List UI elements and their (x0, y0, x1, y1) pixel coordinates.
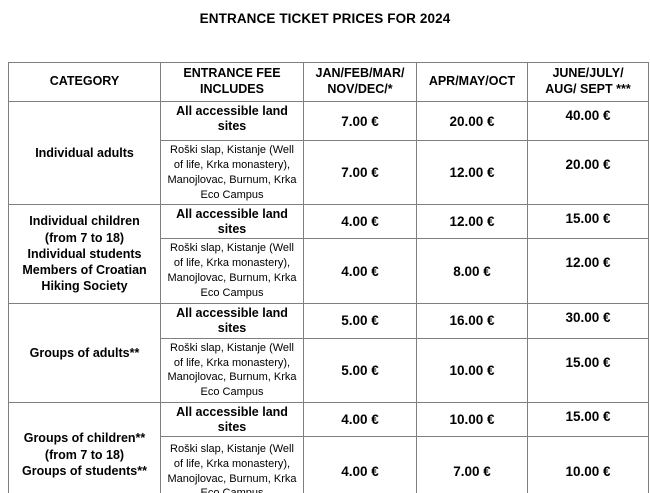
page-title: ENTRANCE TICKET PRICES FOR 2024 (199, 11, 451, 26)
table-row: Groups of children** (from 7 to 18) Grou… (8, 402, 649, 493)
price-cell: 4.00 € (303, 204, 417, 240)
column-header-mid-season: APR/MAY/OCT (416, 62, 528, 102)
price-cell: 10.00 € (416, 402, 528, 438)
price-cell: 4.00 € (303, 402, 417, 438)
table-row: Roški slap, Kistanje (Well of life, Krka… (9, 238, 649, 304)
table-row: Roški slap, Kistanje (Well of life, Krka… (9, 337, 649, 404)
price-cell: 8.00 € (416, 238, 528, 304)
price-cell: 15.00 € (527, 337, 649, 404)
price-cell: 7.00 € (303, 101, 417, 141)
includes-cell: Roški slap, Kistanje (Well of life, Krka… (160, 337, 304, 404)
price-cell: 10.00 € (527, 436, 649, 493)
category-cell: Groups of children** (from 7 to 18) Grou… (8, 402, 161, 493)
includes-cell: All accessible land sites (160, 204, 304, 240)
includes-cell: Roški slap, Kistanje (Well of life, Krka… (160, 238, 304, 304)
category-cell: Groups of adults** (8, 302, 161, 404)
includes-cell: All accessible land sites (160, 101, 304, 141)
price-cell: 15.00 € (527, 204, 649, 240)
price-cell: 12.00 € (416, 204, 528, 240)
column-header-low-season: JAN/FEB/MAR/ NOV/DEC/* (303, 62, 417, 102)
price-cell: 20.00 € (527, 139, 649, 206)
table-row: Roški slap, Kistanje (Well of life, Krka… (9, 139, 649, 206)
includes-cell: Roški slap, Kistanje (Well of life, Krka… (160, 436, 304, 493)
includes-cell: All accessible land sites (160, 402, 304, 438)
price-cell: 12.00 € (416, 139, 528, 206)
category-cell: Individual children (from 7 to 18) Indiv… (8, 204, 161, 304)
table-row: Groups of adults** All accessible land s… (8, 302, 649, 404)
includes-cell: Roški slap, Kistanje (Well of life, Krka… (160, 139, 304, 206)
column-header-includes: ENTRANCE FEE INCLUDES (160, 62, 304, 102)
price-cell: 7.00 € (303, 139, 417, 206)
header-row: CATEGORY ENTRANCE FEE INCLUDES JAN/FEB/M… (8, 62, 649, 102)
price-cell: 12.00 € (527, 238, 649, 304)
price-cell: 4.00 € (303, 436, 417, 493)
price-cell: 30.00 € (527, 302, 649, 339)
price-cell: 7.00 € (416, 436, 528, 493)
price-cell: 10.00 € (416, 337, 528, 404)
price-table: CATEGORY ENTRANCE FEE INCLUDES JAN/FEB/M… (8, 62, 649, 493)
price-cell: 5.00 € (303, 302, 417, 339)
price-cell: 20.00 € (416, 101, 528, 141)
table-row: Individual children (from 7 to 18) Indiv… (8, 204, 649, 304)
price-cell: 5.00 € (303, 337, 417, 404)
price-cell: 4.00 € (303, 238, 417, 304)
includes-cell: All accessible land sites (160, 302, 304, 339)
table-row: Roški slap, Kistanje (Well of life, Krka… (9, 436, 649, 493)
column-header-high-season: JUNE/JULY/ AUG/ SEPT *** (527, 62, 649, 102)
category-cell: Individual adults (8, 100, 161, 206)
price-cell: 15.00 € (527, 402, 649, 438)
column-header-category: CATEGORY (8, 62, 161, 102)
price-cell: 40.00 € (527, 101, 649, 141)
table-row: Individual adults All accessible land si… (8, 100, 649, 206)
price-cell: 16.00 € (416, 302, 528, 339)
